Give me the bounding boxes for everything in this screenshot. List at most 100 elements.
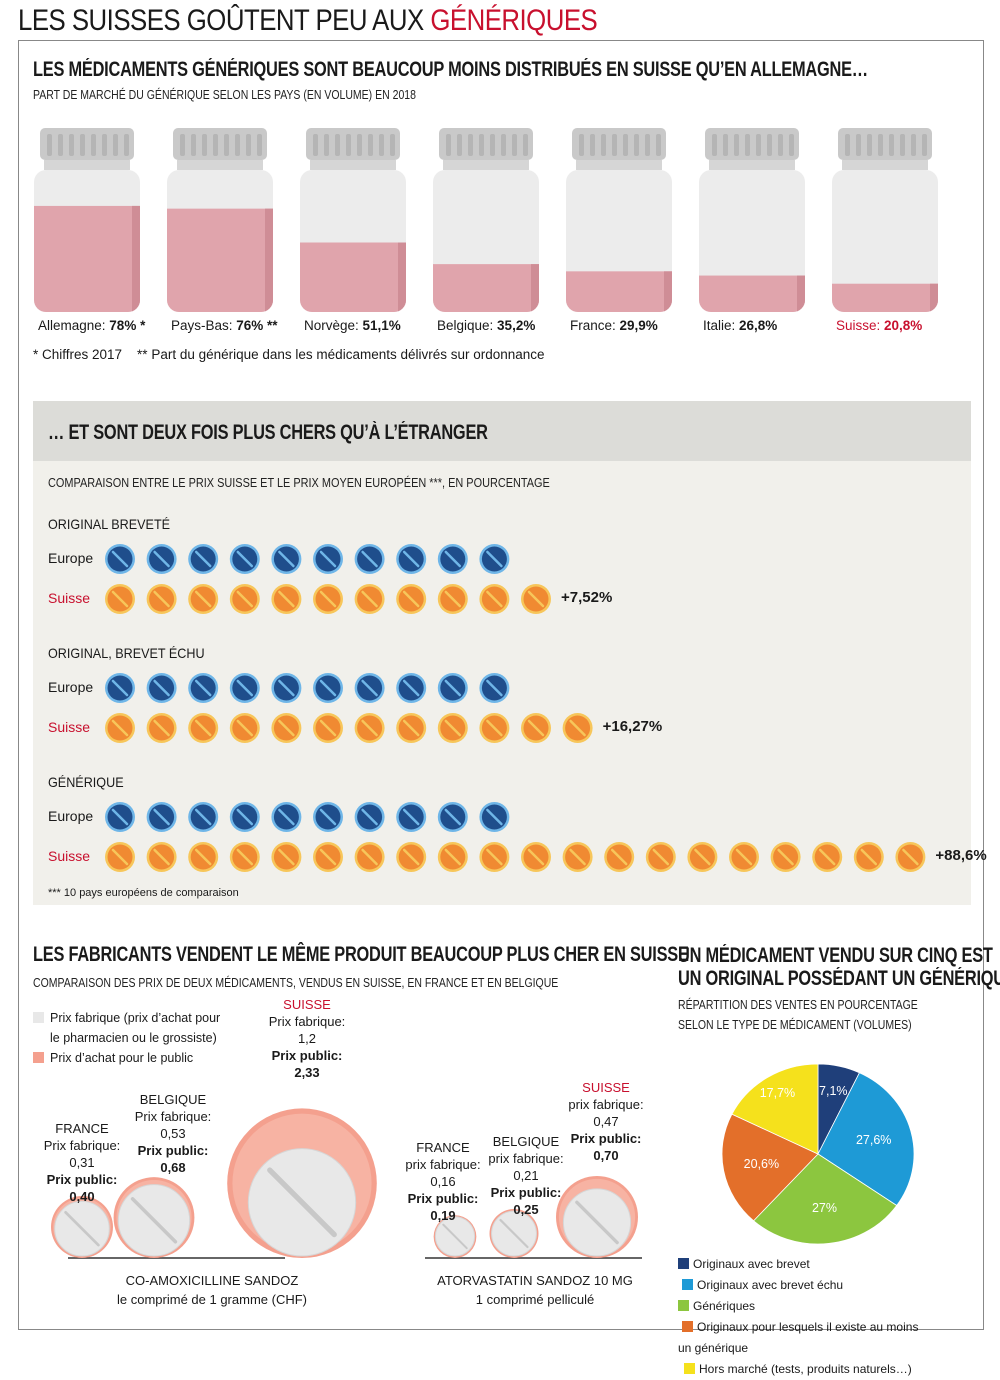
price-legend: Prix fabrique (prix d’achat pour le phar… <box>33 1008 220 1068</box>
legend-label: Originaux pour lesquels il existe au moi… <box>697 1320 919 1334</box>
swiss-row-label: Suisse <box>48 590 91 606</box>
swiss-row-label: Suisse <box>48 719 91 735</box>
swiss-pill <box>188 842 219 872</box>
swiss-pill <box>105 842 135 872</box>
europe-pill <box>313 544 343 574</box>
bottle-fill-belgique <box>433 264 539 312</box>
europe-pill <box>146 673 177 703</box>
legend-swatch <box>678 1300 689 1311</box>
legend-item-1: Originaux avec brevet <box>678 1257 810 1271</box>
legend-swatch <box>682 1279 693 1290</box>
legend-factory: Prix fabrique (prix d’achat pour <box>33 1008 220 1028</box>
factory-label: prix fabrique: <box>568 1097 644 1112</box>
bottle-allemagne <box>34 128 140 312</box>
drug2-unit: 1 comprimé pelliculé <box>475 1292 595 1307</box>
bottle-glass <box>832 170 938 312</box>
europe-pill <box>271 544 302 574</box>
pill-chart <box>105 544 926 872</box>
swiss-pill <box>604 842 635 872</box>
swiss-pill <box>313 842 343 872</box>
bottle-fill-pays-bas <box>167 208 273 312</box>
factory-label: prix fabrique: <box>488 1151 564 1166</box>
bottle-cap <box>705 128 799 170</box>
price-section-subtitle: COMPARAISON ENTRE LE PRIX SUISSE ET LE P… <box>48 475 550 490</box>
factory-value: 0,53 <box>160 1126 186 1141</box>
factory-label: Prix fabrique: <box>43 1138 121 1153</box>
bottle-belgique <box>433 128 539 312</box>
legend-public: Prix d’achat pour le public <box>33 1048 220 1068</box>
pill-group-title: ORIGINAL BREVETÉ <box>48 516 171 532</box>
europe-pill <box>188 544 219 574</box>
swiss-pill <box>354 842 385 872</box>
tablet-price-chart <box>51 1108 642 1259</box>
price-label-d1-suisse: SUISSE Prix fabrique: 1,2 Prix public: 2… <box>269 996 346 1081</box>
bottles-section-subtitle: PART DE MARCHÉ DU GÉNÉRIQUE SELON LES PA… <box>33 88 416 102</box>
bottle-fill-france <box>566 271 672 312</box>
bottle-value: 76% ** <box>236 318 278 333</box>
europe-pill <box>354 673 385 703</box>
swiss-pill <box>105 713 135 743</box>
swiss-pill <box>229 713 260 743</box>
factory-label: Prix fabrique: <box>268 1014 346 1029</box>
swiss-pill <box>354 713 385 743</box>
bottle-suisse <box>832 128 938 312</box>
price-footnote: *** 10 pays européens de comparaison <box>48 887 239 899</box>
swiss-pill <box>521 842 551 872</box>
legend-swatch <box>678 1258 689 1269</box>
bottle-label-norvège: Norvège: 51,1% <box>304 318 401 333</box>
swiss-pill <box>645 842 676 872</box>
price-difference-label: +7,52% <box>561 589 613 606</box>
bottle-fill-italie <box>699 275 805 312</box>
europe-pill <box>229 673 260 703</box>
bottle-value: 78% * <box>109 318 146 333</box>
public-value: 2,33 <box>294 1065 320 1080</box>
legend-item-3: Génériques <box>678 1299 755 1313</box>
legend-label: un générique <box>678 1341 749 1355</box>
swiss-pill <box>354 584 385 614</box>
europe-pill <box>437 544 468 574</box>
swiss-pill <box>437 584 468 614</box>
europe-pill <box>313 673 343 703</box>
legend-label: Originaux avec brevet <box>693 1257 810 1271</box>
bottle-cap <box>306 128 400 170</box>
bottle-value: 51,1% <box>362 318 401 333</box>
europe-pill <box>105 673 135 703</box>
pie-section-subtitle-1: RÉPARTITION DES VENTES EN POURCENTAGE <box>678 998 918 1012</box>
legend-factory-2: le pharmacien ou le grossiste) <box>33 1028 220 1048</box>
swiss-pill <box>313 713 343 743</box>
swiss-pill <box>396 842 427 872</box>
bottle-cap <box>572 128 666 170</box>
pie-section-title-2: UN ORIGINAL POSSÉDANT UN GÉNÉRIQUE <box>678 967 1000 990</box>
swiss-pill <box>271 842 302 872</box>
legend-item-4: Originaux pour lesquels il existe au moi… <box>682 1320 918 1334</box>
tablet-1-france <box>51 1196 113 1258</box>
bottles-section-title: LES MÉDICAMENTS GÉNÉRIQUES SONT BEAUCOUP… <box>33 58 868 81</box>
tablet-2-suisse <box>556 1176 638 1258</box>
swiss-pill <box>562 713 593 743</box>
factory-value: 1,2 <box>297 1031 317 1046</box>
europe-pill <box>437 802 468 832</box>
europe-pill <box>396 802 427 832</box>
bottle-label-france: France: 29,9% <box>570 318 658 333</box>
europe-pill <box>146 544 177 574</box>
bottle-fill-allemagne <box>34 205 140 312</box>
swiss-pill <box>479 713 510 743</box>
legend-item-4b: un générique <box>678 1341 748 1355</box>
europe-pill <box>354 802 385 832</box>
bottle-country: Italie: <box>703 318 740 333</box>
public-value: 0,68 <box>160 1160 186 1175</box>
price-panel-header <box>33 401 971 461</box>
legend-item-5: Hors marché (tests, produits naturels…) <box>684 1362 912 1376</box>
legend-factory-label-2: le pharmacien ou le grossiste) <box>50 1031 217 1045</box>
price-label-d1-belgique: BELGIQUE Prix fabrique: 0,53 Prix public… <box>135 1091 212 1176</box>
country: BELGIQUE <box>139 1092 207 1107</box>
swiss-pill <box>729 842 759 872</box>
swiss-pill <box>562 842 593 872</box>
bottle-cap <box>838 128 932 170</box>
drug1-caption: CO-AMOXICILLINE SANDOZ le comprimé de 1 … <box>117 1271 307 1309</box>
price-label-d2-france: FRANCE prix fabrique: 0,16 Prix public: … <box>405 1139 480 1224</box>
price-difference-label: +88,6% <box>935 847 987 864</box>
factory-value: 0,47 <box>593 1114 619 1129</box>
europe-pill <box>188 802 219 832</box>
public-label: Prix public: <box>407 1191 479 1206</box>
